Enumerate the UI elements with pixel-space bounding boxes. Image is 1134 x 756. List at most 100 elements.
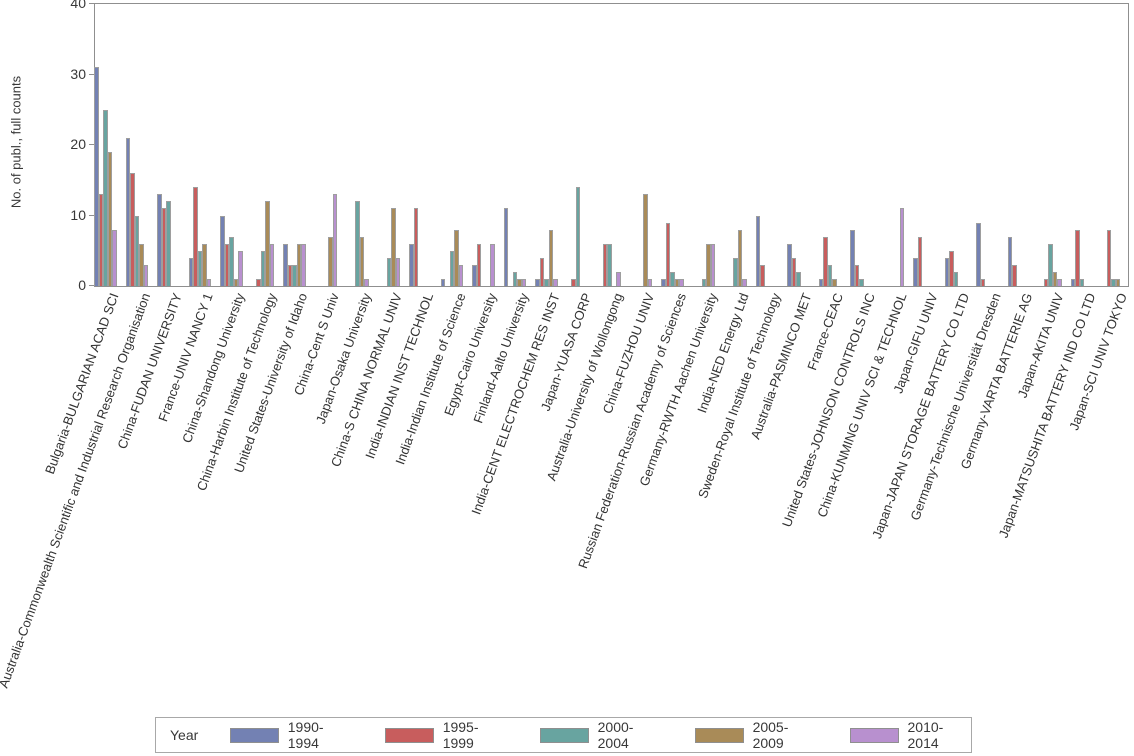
legend: Year 1990-1994 1995-1999 2000-2004 2005-200… <box>155 717 972 753</box>
legend-item: 1995-1999 <box>385 719 506 751</box>
bar <box>899 208 905 286</box>
bar <box>1052 271 1058 286</box>
bar <box>760 264 765 286</box>
y-axis-tick-label: 20 <box>70 136 86 152</box>
bar <box>701 278 707 286</box>
bar <box>643 194 648 286</box>
bar <box>130 173 135 286</box>
bar <box>1070 278 1076 286</box>
bar <box>296 243 302 286</box>
bar <box>854 264 860 286</box>
bar <box>710 243 716 286</box>
bar <box>1012 264 1017 286</box>
bar <box>503 208 509 286</box>
bar <box>391 208 396 286</box>
bar <box>832 278 837 286</box>
legend-label: 2010-2014 <box>907 719 944 751</box>
bar <box>616 271 621 286</box>
y-axis-tick-label: 0 <box>78 277 86 293</box>
legend-items: 1990-1994 1995-1999 2000-2004 2005-2009 2010… <box>230 719 971 751</box>
bar <box>521 278 527 286</box>
bar <box>733 257 738 286</box>
bar <box>787 243 792 286</box>
bar <box>818 278 824 286</box>
bar <box>647 278 653 286</box>
x-axis-label-text: Australia-Commonwealth Scientific and In… <box>0 291 154 690</box>
bar <box>1048 243 1053 286</box>
bar <box>94 67 99 286</box>
bar <box>1057 278 1062 286</box>
bar <box>197 250 203 286</box>
bar <box>755 215 761 286</box>
bar <box>238 250 243 286</box>
bar <box>517 278 522 286</box>
legend-label: 1990-1994 <box>287 719 324 751</box>
bar <box>607 243 612 286</box>
bar <box>575 187 581 286</box>
bar <box>544 278 549 286</box>
bar <box>269 243 275 286</box>
bar <box>458 264 464 286</box>
bar <box>980 278 986 286</box>
bar <box>260 250 266 286</box>
bar <box>1106 229 1112 286</box>
bar <box>602 243 608 286</box>
y-axis-tick <box>89 73 95 75</box>
bar <box>472 264 477 286</box>
bar <box>859 278 864 286</box>
bar <box>409 243 414 286</box>
legend-swatch <box>230 727 279 743</box>
bar <box>571 278 576 286</box>
bar <box>535 278 540 286</box>
bar <box>553 278 558 286</box>
bar <box>827 264 833 286</box>
bar <box>674 278 680 286</box>
y-axis-tick <box>89 214 95 216</box>
bar <box>332 194 338 286</box>
bar <box>665 222 671 286</box>
bar <box>220 215 225 286</box>
bar <box>395 257 401 286</box>
legend-title: Year <box>170 727 199 743</box>
bar <box>742 278 747 286</box>
bar <box>166 201 171 286</box>
plot-area <box>94 3 1129 287</box>
bar <box>440 278 446 286</box>
bar <box>490 243 495 286</box>
bar <box>949 250 954 286</box>
legend-item: 2000-2004 <box>540 719 661 751</box>
bar <box>157 194 162 286</box>
bar <box>548 229 554 286</box>
bar <box>944 257 950 286</box>
bar <box>103 109 108 286</box>
y-axis-tick-label: 40 <box>70 0 86 11</box>
legend-item: 1990-1994 <box>230 719 351 751</box>
bar <box>1115 278 1121 286</box>
bar <box>256 278 261 286</box>
bar <box>193 187 198 286</box>
bar <box>454 229 459 286</box>
bar <box>224 243 230 286</box>
bar <box>328 236 333 286</box>
bar <box>292 264 297 286</box>
bar <box>913 257 918 286</box>
y-axis-tick <box>89 144 95 145</box>
bar <box>98 194 104 286</box>
bar <box>161 208 167 286</box>
bar <box>301 243 306 286</box>
bar <box>233 278 239 286</box>
legend-swatch <box>540 727 589 743</box>
legend-swatch <box>850 727 899 743</box>
bar <box>1043 278 1049 286</box>
bar <box>112 229 117 286</box>
bar <box>359 236 365 286</box>
bar <box>1111 278 1116 286</box>
bar <box>143 264 149 286</box>
bar <box>1007 236 1013 286</box>
y-axis-tick-label: 30 <box>70 65 86 82</box>
legend-swatch <box>695 727 744 743</box>
bar <box>679 278 684 286</box>
y-axis-tick <box>89 3 95 4</box>
bar <box>1075 229 1080 286</box>
bar <box>449 250 455 286</box>
